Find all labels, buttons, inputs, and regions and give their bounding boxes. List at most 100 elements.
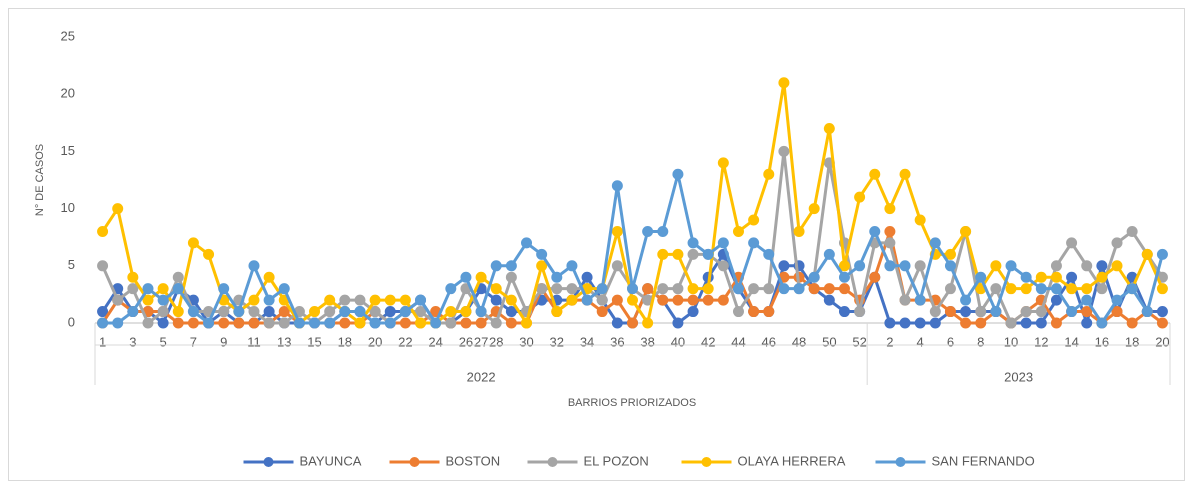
data-point [1081, 294, 1093, 306]
data-point [808, 203, 820, 215]
data-point [1111, 306, 1123, 318]
group-label: 2022 [467, 369, 496, 384]
data-point [672, 317, 684, 329]
data-point [248, 294, 260, 306]
data-point [642, 283, 654, 295]
data-point [929, 306, 941, 318]
data-point [505, 294, 517, 306]
data-point [566, 260, 578, 272]
data-point [187, 306, 199, 318]
data-point [1020, 283, 1032, 295]
data-point [475, 271, 487, 283]
data-point [642, 225, 654, 237]
legend-label: BAYUNCA [300, 453, 362, 468]
y-tick-label: 20 [61, 86, 75, 101]
legend-label: BOSTON [446, 453, 501, 468]
data-point [127, 271, 139, 283]
x-tick-label: 34 [580, 334, 594, 349]
x-tick-label: 50 [822, 334, 836, 349]
data-point [505, 306, 517, 318]
data-point [596, 294, 608, 306]
data-point [1126, 283, 1138, 295]
data-point [611, 225, 623, 237]
data-point [869, 225, 881, 237]
x-tick-label: 42 [701, 334, 715, 349]
data-point [899, 317, 911, 329]
data-point [884, 225, 896, 237]
data-point [369, 294, 381, 306]
data-point [702, 283, 714, 295]
legend-marker [895, 457, 906, 467]
data-point [475, 306, 487, 318]
data-point [551, 306, 563, 318]
data-point [596, 283, 608, 295]
data-point [990, 306, 1002, 318]
data-point [657, 283, 669, 295]
data-point [899, 260, 911, 272]
data-point [944, 260, 956, 272]
x-tick-label: 18 [338, 334, 352, 349]
data-point [748, 237, 760, 249]
data-point [157, 283, 169, 295]
data-point [142, 283, 154, 295]
data-point [657, 294, 669, 306]
x-tick-label: 1 [99, 334, 106, 349]
data-point [899, 168, 911, 180]
data-point [384, 317, 396, 329]
data-point [415, 306, 427, 318]
data-point [627, 294, 638, 306]
legend-label: SAN FERNANDO [932, 453, 1035, 468]
x-tick-label: 46 [762, 334, 776, 349]
x-tick-label: 4 [917, 334, 924, 349]
data-point [384, 294, 396, 306]
data-point [748, 306, 760, 318]
x-tick-label: 11 [247, 334, 261, 349]
data-point [1096, 260, 1108, 272]
data-point [732, 283, 744, 295]
data-point [415, 294, 427, 306]
data-point [975, 271, 987, 283]
data-point [808, 271, 820, 283]
data-point [1035, 283, 1047, 295]
data-point [309, 317, 321, 329]
data-point [263, 271, 275, 283]
data-point [324, 317, 336, 329]
data-point [218, 283, 230, 295]
data-point [248, 260, 260, 272]
data-point [748, 283, 760, 295]
data-point [369, 306, 381, 318]
x-tick-label: 40 [671, 334, 685, 349]
data-point [702, 248, 714, 260]
data-point [369, 317, 381, 329]
data-point [1066, 283, 1078, 295]
x-tick-label: 24 [428, 334, 442, 349]
data-point [884, 317, 896, 329]
data-point [218, 317, 230, 329]
data-point [1035, 271, 1047, 283]
data-point [1096, 271, 1108, 283]
data-point [748, 214, 760, 226]
legend-marker [547, 457, 558, 467]
y-tick-label: 15 [61, 143, 75, 158]
data-point [248, 317, 260, 329]
data-point [1126, 225, 1138, 237]
data-point [97, 317, 109, 329]
data-point [460, 317, 472, 329]
data-point [1050, 283, 1062, 295]
x-tick-label: 12 [1034, 334, 1048, 349]
data-point [566, 294, 578, 306]
data-point [1020, 317, 1032, 329]
data-point [324, 294, 336, 306]
data-point [142, 317, 154, 329]
data-point [263, 294, 275, 306]
data-point [960, 225, 972, 237]
y-tick-label: 25 [61, 28, 75, 43]
data-point [339, 294, 351, 306]
data-point [1096, 283, 1108, 295]
data-point [914, 317, 926, 329]
data-point [657, 225, 669, 237]
data-point [944, 306, 956, 318]
data-point [763, 306, 775, 318]
data-point [672, 294, 684, 306]
data-point [1035, 317, 1047, 329]
